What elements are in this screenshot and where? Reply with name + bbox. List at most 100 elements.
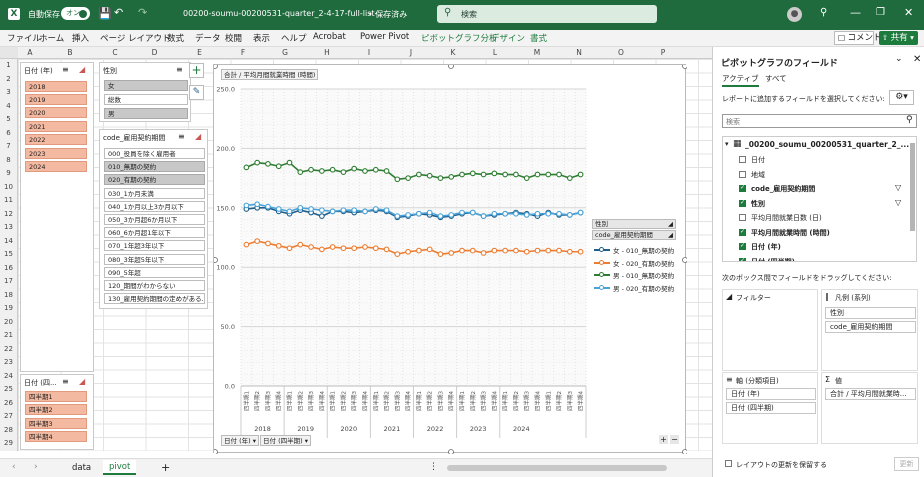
row-header[interactable]: 24: [4, 371, 13, 380]
field-checkbox[interactable]: [739, 156, 746, 163]
slicer-item-2021[interactable]: 2021: [25, 121, 87, 132]
save-status[interactable]: • 保存済み: [368, 10, 408, 19]
tab-all[interactable]: すべて: [765, 74, 787, 83]
row-header[interactable]: 3: [6, 88, 11, 96]
values-item-sum[interactable]: 合計 / 平均月間就業時...: [825, 388, 916, 400]
row-header[interactable]: 7: [6, 142, 11, 150]
field-label[interactable]: 日付 (四半期): [751, 257, 795, 262]
undo-icon[interactable]: ↶: [114, 6, 124, 19]
menu-review[interactable]: 校閲: [225, 34, 243, 44]
slicer-quarter[interactable]: 日付 (四... ≡ ◢ 四半期1 四半期2 四半期3 四半期4: [20, 374, 94, 450]
lightbulb-icon[interactable]: ⚲: [820, 7, 828, 18]
multi-select-icon[interactable]: ≡: [62, 65, 69, 74]
scroll-right-icon[interactable]: ›: [34, 462, 38, 472]
col-header-n[interactable]: N: [576, 48, 582, 57]
row-header[interactable]: 11: [4, 196, 13, 204]
share-button[interactable]: ⇧ 共有 ▾: [879, 31, 918, 45]
col-header-g[interactable]: G: [282, 48, 288, 57]
menu-format[interactable]: 書式: [530, 34, 548, 44]
row-header[interactable]: 16: [4, 263, 13, 272]
row-header[interactable]: 17: [4, 277, 13, 285]
slicer-item-contract[interactable]: 010_無期の契約: [104, 161, 205, 173]
menu-pivotchart-analyze[interactable]: ピボットグラフ分析: [421, 34, 498, 44]
defer-update-checkbox[interactable]: [725, 460, 732, 467]
collapse-table-icon[interactable]: ▾: [725, 140, 729, 148]
slicer-item-2018[interactable]: 2018: [25, 81, 87, 92]
col-header-i[interactable]: I: [367, 48, 371, 57]
row-header[interactable]: 2: [6, 74, 11, 83]
col-header-m[interactable]: M: [533, 48, 541, 57]
legend-area[interactable]: ‖ 凡例 (系列) 性別 code_雇用契約期間: [821, 289, 918, 371]
field-filter-icon[interactable]: ▽: [895, 183, 902, 192]
field-filter-icon[interactable]: ▽: [895, 197, 902, 207]
legend-item-sex[interactable]: 性別: [825, 307, 916, 319]
axis-field-button-year[interactable]: 日付 (年) ▾: [221, 435, 259, 446]
slicer-contract[interactable]: code_雇用契約期間 ≡ ◢ 000_役員を除く雇用者 010_無期の契約 020…: [99, 129, 208, 309]
col-header-p[interactable]: P: [660, 48, 666, 57]
menu-help[interactable]: ヘルプ: [281, 34, 307, 44]
pen-icon[interactable]: ✎: [189, 85, 204, 100]
row-header[interactable]: 20: [4, 317, 13, 326]
row-header[interactable]: 9: [6, 169, 11, 177]
redo-icon[interactable]: ↷: [138, 6, 148, 19]
axis-field-button-quarter[interactable]: 日付 (四半期) ▾: [260, 435, 311, 446]
row-header[interactable]: 1: [6, 61, 11, 69]
comment-button[interactable]: □ コメント: [834, 31, 882, 45]
menu-data[interactable]: データ: [195, 34, 221, 44]
expand-button[interactable]: +: [659, 435, 668, 444]
value-field-button[interactable]: 合計 / 平均月間就業時間 (時間): [221, 69, 319, 80]
col-header-f[interactable]: F: [240, 48, 246, 57]
legend-field-button-contract[interactable]: code_雇用契約期間 ◢: [592, 230, 676, 240]
slicer-item-2023[interactable]: 2023: [25, 148, 87, 159]
field-checkbox[interactable]: ✓: [739, 198, 746, 207]
field-label[interactable]: 性別: [751, 199, 765, 208]
col-header-j[interactable]: J: [409, 48, 413, 57]
field-search-input[interactable]: 検索 ⚲: [722, 114, 917, 128]
slicer-item-q1[interactable]: 四半期1: [25, 391, 87, 402]
clear-filter-icon[interactable]: ◢: [79, 377, 86, 386]
user-avatar[interactable]: ●: [787, 7, 802, 22]
slicer-item-q3[interactable]: 四半期3: [25, 418, 87, 429]
add-sheet-button[interactable]: +: [161, 461, 171, 474]
autosave-toggle[interactable]: オン: [61, 7, 90, 20]
field-checkbox[interactable]: [739, 214, 746, 221]
field-checkbox[interactable]: ✓: [739, 257, 746, 261]
sheet-tab-data[interactable]: data: [72, 463, 92, 473]
slicer-item-contract[interactable]: 000_役員を除く雇用者: [104, 148, 205, 159]
col-header-l[interactable]: L: [492, 48, 498, 57]
slicer-year[interactable]: 日付 (年) ≡ ◢ 2018 2019 2020 2021 2022 2023…: [20, 62, 94, 372]
field-label[interactable]: 日付 (年): [751, 243, 781, 251]
slicer-item-contract[interactable]: 020_有期の契約: [104, 174, 205, 186]
menu-insert[interactable]: 挿入: [72, 34, 90, 44]
pane-close-icon[interactable]: ✕: [913, 54, 922, 65]
col-header-e[interactable]: E: [197, 48, 202, 57]
row-header[interactable]: 6: [6, 128, 11, 137]
row-header[interactable]: 23: [4, 358, 13, 366]
menu-page-layout[interactable]: ページ レイアウト: [100, 34, 171, 44]
col-header-h[interactable]: H: [324, 48, 330, 57]
slicer-item-contract[interactable]: 040_1か月以上3か月以下: [104, 200, 205, 212]
filter-area[interactable]: ◢ フィルター: [722, 289, 818, 371]
horizontal-scrollbar[interactable]: [447, 465, 667, 471]
field-checkbox[interactable]: ✓: [739, 227, 746, 236]
menu-formulas[interactable]: 数式: [167, 34, 185, 44]
slicer-item-contract[interactable]: 070_1年超3年以下: [104, 240, 205, 252]
field-label[interactable]: 平均月間就業日数 (日): [751, 214, 822, 222]
row-header[interactable]: 18: [4, 290, 13, 299]
restore-icon[interactable]: ❐: [876, 7, 885, 18]
field-label[interactable]: code_雇用契約期間: [751, 185, 816, 193]
scroll-left-icon[interactable]: ‹: [12, 462, 16, 472]
row-header[interactable]: 21: [4, 331, 13, 339]
multi-select-icon[interactable]: ≡: [176, 65, 183, 74]
col-header-c[interactable]: C: [112, 48, 118, 57]
close-icon[interactable]: ✕: [904, 6, 914, 19]
slicer-item-contract[interactable]: 060_6か月超1年以下: [104, 227, 205, 239]
slicer-item-contract[interactable]: 050_3か月超6か月以下: [104, 214, 205, 225]
row-header[interactable]: 25: [4, 385, 13, 393]
field-label[interactable]: 日付: [751, 156, 765, 164]
slicer-item-contract[interactable]: 130_雇用契約期間の定めがある...: [104, 293, 205, 305]
add-icon[interactable]: +: [189, 63, 204, 78]
field-checkbox[interactable]: ✓: [739, 242, 746, 250]
field-list-scrollbar[interactable]: [910, 143, 915, 231]
row-header[interactable]: 8: [6, 155, 11, 164]
